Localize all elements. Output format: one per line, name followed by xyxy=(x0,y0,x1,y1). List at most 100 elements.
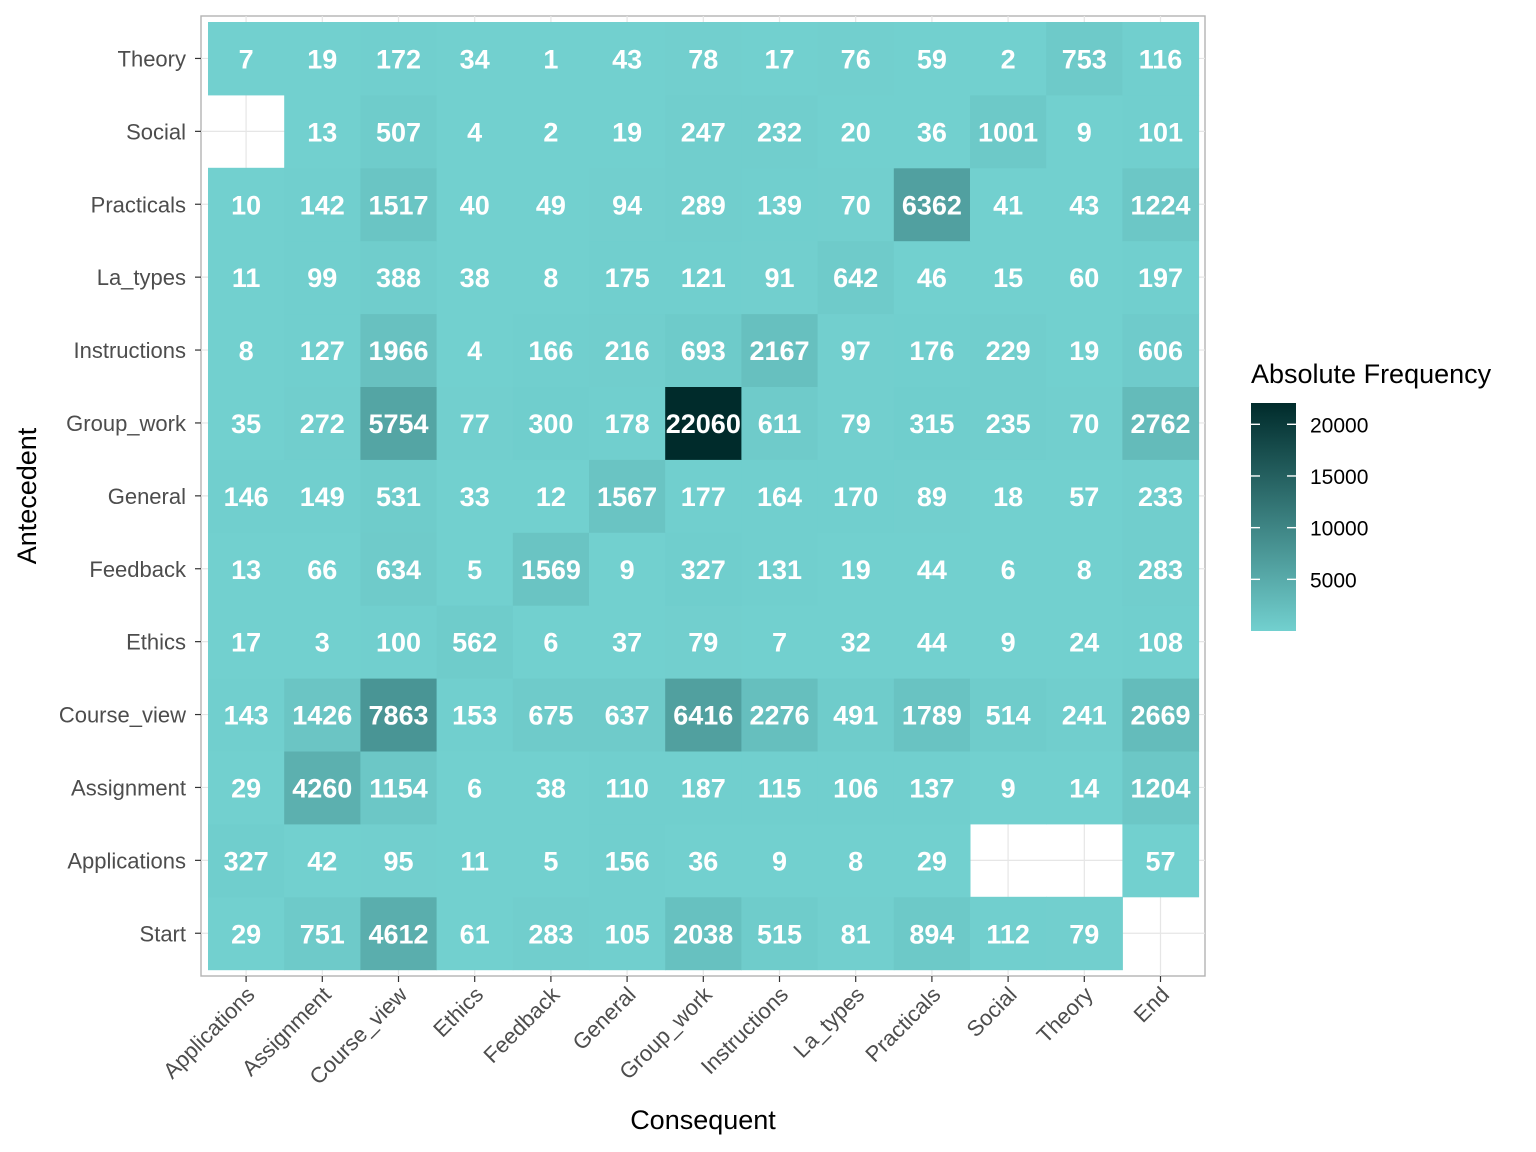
heatmap-cell xyxy=(436,313,514,387)
cell-value-label: 241 xyxy=(1062,701,1107,731)
heatmap-cell xyxy=(360,386,438,460)
heatmap-cell xyxy=(817,240,895,315)
heatmap-cell xyxy=(436,22,514,96)
cell-value-label: 216 xyxy=(605,336,650,366)
cell-value-label: 637 xyxy=(605,701,650,731)
cell-value-label: 1224 xyxy=(1130,190,1190,220)
cell-value-label: 59 xyxy=(917,44,947,74)
y-tick-label: Social xyxy=(126,119,186,144)
cell-value-label: 60 xyxy=(1069,263,1099,293)
cell-value-label: 14 xyxy=(1069,773,1099,803)
cell-value-label: 9 xyxy=(1001,628,1016,658)
heatmap-cell xyxy=(1046,751,1123,825)
cell-value-label: 751 xyxy=(300,919,345,949)
cell-value-label: 2 xyxy=(1001,44,1016,74)
cell-value-label: 247 xyxy=(681,117,726,147)
cell-value-label: 91 xyxy=(764,263,794,293)
heatmap-cell xyxy=(970,896,1047,971)
cell-value-label: 12 xyxy=(536,482,566,512)
heatmap-cell xyxy=(1046,313,1123,387)
heatmap-cell xyxy=(589,896,666,971)
cell-value-label: 1154 xyxy=(369,773,428,803)
heatmap-cell xyxy=(512,896,590,971)
heatmap-cell xyxy=(970,751,1047,825)
heatmap-cell xyxy=(284,167,361,242)
heatmap-cell xyxy=(665,94,742,169)
cell-value-label: 18 xyxy=(993,482,1023,512)
cell-value-label: 4 xyxy=(467,117,482,147)
heatmap-cell xyxy=(208,313,285,387)
cell-value-label: 5754 xyxy=(368,409,428,439)
cell-value-label: 70 xyxy=(841,190,871,220)
cell-value-label: 17 xyxy=(231,628,261,658)
cell-value-label: 6416 xyxy=(673,701,733,731)
heatmap-cell xyxy=(893,896,971,971)
heatmap-cell xyxy=(284,459,361,533)
cell-value-label: 300 xyxy=(528,409,573,439)
cell-value-label: 112 xyxy=(986,919,1030,949)
heatmap-cell xyxy=(512,532,590,606)
heatmap-cell xyxy=(665,896,742,971)
heatmap-cell xyxy=(589,678,666,752)
cell-value-label: 166 xyxy=(528,336,573,366)
heatmap-cell xyxy=(1122,605,1200,679)
heatmap-cell xyxy=(1122,678,1200,752)
x-tick-label: Theory xyxy=(1032,982,1098,1048)
cell-value-label: 1426 xyxy=(292,701,352,731)
heatmap-cell xyxy=(589,313,666,387)
heatmap-cell xyxy=(1122,22,1200,96)
cell-value-label: 9 xyxy=(1001,773,1016,803)
color-legend: Absolute Frequency 5000 10000 15000 20000 xyxy=(1251,359,1492,631)
cell-value-label: 164 xyxy=(757,482,802,512)
legend-colorbar xyxy=(1251,403,1296,631)
cell-value-label: 99 xyxy=(307,263,337,293)
cell-value-label: 3 xyxy=(315,628,330,658)
cell-value-label: 1789 xyxy=(902,701,962,731)
cell-value-label: 13 xyxy=(307,117,337,147)
cell-value-label: 315 xyxy=(909,409,954,439)
heatmap-cell xyxy=(741,896,819,971)
heatmap-cell xyxy=(208,605,285,679)
cell-value-label: 42 xyxy=(307,846,337,876)
y-tick-label: Start xyxy=(140,921,186,946)
heatmap-cell xyxy=(893,532,971,606)
cell-value-label: 2669 xyxy=(1130,701,1190,731)
heatmap-cell xyxy=(512,313,590,387)
heatmap-cell xyxy=(1046,896,1123,971)
heatmap-cell xyxy=(436,896,514,971)
cell-value-label: 187 xyxy=(681,773,726,803)
cell-value-label: 127 xyxy=(300,336,345,366)
cell-value-label: 229 xyxy=(986,336,1031,366)
y-tick-label: Course_view xyxy=(59,703,186,728)
heatmap-cell xyxy=(589,751,666,825)
cell-value-label: 5 xyxy=(543,846,558,876)
cell-value-label: 8 xyxy=(543,263,558,293)
heatmap-cell xyxy=(741,532,819,606)
heatmap-cell xyxy=(1046,386,1123,460)
heatmap-cell xyxy=(893,605,971,679)
cell-value-label: 1 xyxy=(543,44,558,74)
cell-value-label: 116 xyxy=(1139,44,1183,74)
x-tick-label: General xyxy=(568,982,641,1055)
x-tick-label: Practicals xyxy=(860,982,945,1067)
heatmap-cell xyxy=(1122,459,1200,533)
heatmap-cell xyxy=(893,678,971,752)
cell-value-label: 146 xyxy=(224,482,269,512)
cell-value-label: 79 xyxy=(688,628,718,658)
cell-value-label: 388 xyxy=(376,263,421,293)
cell-value-label: 2038 xyxy=(673,919,733,949)
cell-value-label: 17 xyxy=(764,44,794,74)
heatmap-cell xyxy=(436,459,514,533)
heatmap-cell xyxy=(208,386,285,460)
heatmap-cell xyxy=(360,94,438,169)
cell-value-label: 9 xyxy=(1077,117,1092,147)
cell-value-label: 78 xyxy=(688,44,718,74)
heatmap-cell xyxy=(360,896,438,971)
heatmap-cell xyxy=(970,94,1047,169)
cell-value-label: 19 xyxy=(1069,336,1099,366)
y-tick-label: Assignment xyxy=(71,775,186,800)
heatmap-cell xyxy=(1122,94,1200,169)
heatmap-cell xyxy=(208,22,285,96)
